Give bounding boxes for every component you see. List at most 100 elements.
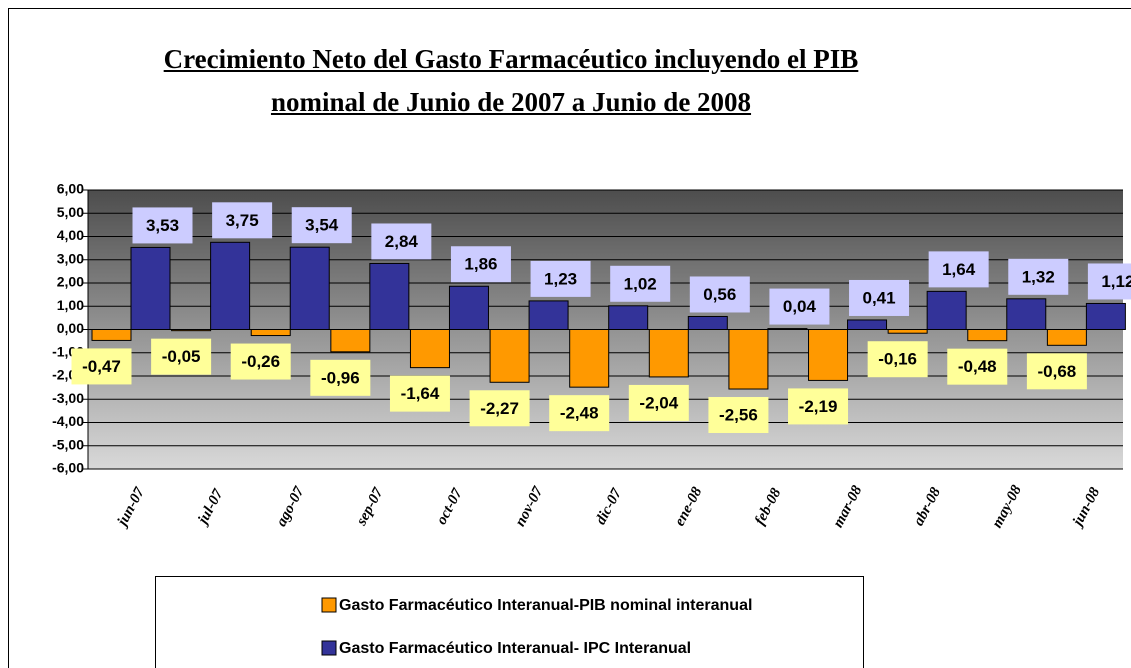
data-label: -0,68 — [1026, 353, 1087, 390]
data-label: -2,04 — [628, 384, 689, 421]
data-label-box — [469, 390, 530, 427]
data-label: -2,48 — [549, 395, 610, 432]
data-label-box — [371, 223, 432, 260]
data-label-text: -0,68 — [1038, 362, 1077, 381]
x-tick-label: abr-08 — [911, 485, 945, 529]
data-label-text: -0,05 — [162, 347, 201, 366]
data-label: 3,54 — [291, 207, 352, 244]
y-tick-label: -3,00 — [52, 390, 84, 406]
bar — [289, 246, 330, 331]
y-tick-label: 2,00 — [57, 274, 84, 290]
legend-swatch — [321, 597, 337, 613]
data-label-text: -0,16 — [878, 350, 917, 369]
data-label-box — [849, 279, 910, 316]
data-label: -0,96 — [310, 359, 371, 396]
legend-swatch — [321, 640, 337, 656]
data-label-text: 0,04 — [783, 297, 817, 316]
data-label-text: 2,84 — [385, 232, 419, 251]
data-label-text: -2,19 — [799, 397, 838, 416]
bar — [171, 329, 212, 332]
data-label-box — [212, 202, 273, 239]
bar — [569, 329, 610, 388]
data-label: 1,64 — [928, 251, 989, 288]
data-label-text: 3,54 — [305, 216, 339, 235]
data-label-box — [71, 348, 132, 385]
data-label: -2,19 — [788, 388, 849, 425]
data-label: 1,23 — [530, 260, 591, 297]
bar — [250, 329, 291, 337]
x-tick-label: jul-07 — [194, 486, 227, 528]
data-label-text: -0,47 — [82, 357, 121, 376]
data-label-box — [132, 207, 193, 244]
data-label: 3,53 — [132, 207, 193, 244]
data-label-text: -2,27 — [480, 399, 519, 418]
data-label-text: 3,53 — [146, 216, 179, 235]
data-label: -0,16 — [867, 341, 928, 378]
x-tick-label: feb-08 — [752, 485, 785, 528]
bar — [887, 329, 928, 334]
data-label: 1,12 — [1087, 263, 1131, 300]
bar — [926, 290, 967, 330]
x-tick-label: dic-07 — [593, 486, 625, 528]
x-tick-label: ene-08 — [672, 484, 706, 529]
x-tick-label: sep-07 — [353, 485, 387, 529]
legend-label: Gasto Farmacéutico Interanual-PIB nomina… — [339, 597, 752, 614]
data-label-text: 1,12 — [1101, 272, 1131, 291]
data-label: 1,02 — [610, 265, 671, 302]
y-tick-label: 5,00 — [57, 204, 84, 220]
data-label-text: -2,04 — [639, 393, 678, 412]
x-tick-label: mar-08 — [830, 483, 865, 531]
data-label-box — [450, 246, 511, 283]
data-label: -0,26 — [230, 343, 291, 380]
data-label-box — [151, 338, 212, 375]
y-tick-label: -6,00 — [52, 460, 84, 476]
data-label-text: -0,48 — [958, 357, 997, 376]
data-label: -0,05 — [151, 338, 212, 375]
data-label: -1,64 — [389, 375, 450, 412]
bar — [409, 329, 450, 369]
data-label-text: -1,64 — [401, 384, 440, 403]
x-tick-label: oct-07 — [434, 486, 466, 528]
legend-box — [155, 576, 864, 668]
data-label: 1,32 — [1008, 258, 1069, 295]
data-label-text: -0,26 — [241, 352, 280, 371]
data-label-box — [769, 288, 830, 325]
data-label: 1,86 — [450, 246, 511, 283]
y-tick-label: 0,00 — [57, 320, 84, 336]
data-label-box — [549, 395, 610, 432]
bar — [687, 315, 728, 331]
data-label: -0,47 — [71, 348, 132, 385]
y-tick-label: -4,00 — [52, 413, 84, 429]
data-label-box — [389, 375, 450, 412]
data-label: 0,41 — [849, 279, 910, 316]
data-label-text: -0,96 — [321, 368, 360, 387]
data-label: 0,04 — [769, 288, 830, 325]
data-label-text: 1,64 — [942, 260, 976, 279]
y-tick-label: 4,00 — [57, 227, 84, 243]
data-label-box — [530, 260, 591, 297]
y-tick-label: 3,00 — [57, 250, 84, 266]
data-label-box — [1026, 353, 1087, 390]
bar — [130, 246, 171, 331]
bar — [528, 300, 569, 330]
bar — [808, 329, 849, 381]
bar — [448, 285, 489, 331]
data-label-text: 1,23 — [544, 269, 577, 288]
chart-border — [8, 8, 1131, 668]
data-label-box — [291, 207, 352, 244]
bar — [91, 329, 132, 341]
data-label: -2,27 — [469, 390, 530, 427]
legend-label: Gasto Farmacéutico Interanual- IPC Inter… — [339, 640, 691, 657]
bar — [728, 329, 769, 390]
x-tick-label: ago-07 — [274, 484, 308, 529]
bar — [1006, 298, 1047, 330]
data-label-box — [928, 251, 989, 288]
data-label-text: 1,86 — [464, 255, 497, 274]
data-label-box — [867, 341, 928, 378]
bar — [648, 329, 689, 378]
data-label-box — [788, 388, 849, 425]
data-label-box — [230, 343, 291, 380]
data-label-text: 0,41 — [862, 288, 895, 307]
bar — [210, 241, 251, 330]
